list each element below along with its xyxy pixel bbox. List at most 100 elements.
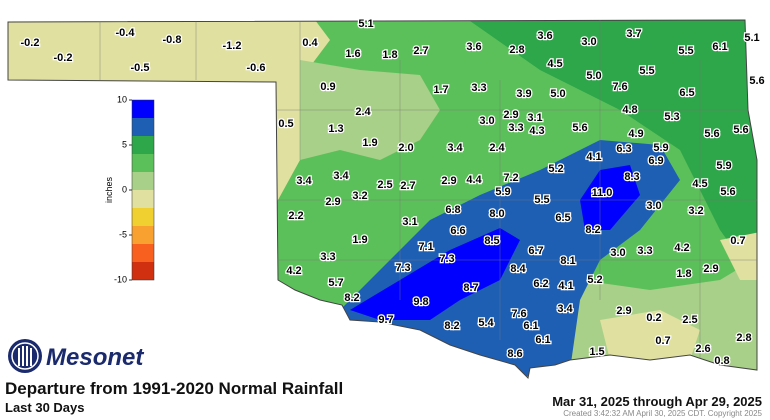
logo-text: Mesonet: [46, 344, 144, 371]
station-value: 3.6: [466, 41, 481, 53]
station-value: 4.5: [692, 178, 707, 190]
colorbar-swatch: [132, 244, 154, 262]
station-value: -1.2: [223, 40, 242, 52]
station-value: 8.0: [489, 208, 504, 220]
station-value: -0.2: [21, 37, 40, 49]
station-value: 6.2: [533, 278, 548, 290]
station-value: 5.1: [358, 18, 373, 30]
station-value: 8.1: [560, 255, 575, 267]
station-value: 3.0: [610, 247, 625, 259]
station-value: 1.8: [382, 49, 397, 61]
station-value: 8.2: [444, 320, 459, 332]
station-value: 6.6: [450, 225, 465, 237]
station-value: 8.5: [484, 235, 499, 247]
station-value: 3.0: [581, 36, 596, 48]
station-value: 1.7: [433, 84, 448, 96]
station-value: 4.9: [628, 128, 643, 140]
station-value: -0.5: [131, 62, 150, 74]
colorbar-tick-label: 5: [122, 139, 127, 149]
station-value: 8.6: [507, 348, 522, 360]
station-value: 8.4: [510, 263, 526, 275]
station-value: 3.0: [479, 115, 494, 127]
station-value: -0.2: [54, 52, 73, 64]
station-value: 2.8: [509, 44, 524, 56]
county-lines: [99, 20, 757, 360]
station-value: 5.7: [328, 277, 343, 289]
station-value: 8.3: [624, 171, 639, 183]
station-value: 4.2: [286, 265, 301, 277]
station-value: 2.5: [377, 179, 392, 191]
station-value: 3.6: [537, 30, 552, 42]
colorbar-swatch: [132, 136, 154, 154]
station-value: 6.3: [616, 143, 631, 155]
station-value: 0.2: [646, 312, 661, 324]
title: Departure from 1991-2020 Normal Rainfall: [5, 379, 343, 398]
station-value: 5.1: [744, 32, 759, 44]
station-value: 2.4: [489, 142, 505, 154]
station-value: 9.8: [413, 296, 428, 308]
station-value: 5.9: [653, 142, 668, 154]
colorbar: 10 5 0 -5 -10: [114, 94, 155, 284]
colorbar-tick-label: 10: [117, 94, 127, 104]
station-value: 2.9: [703, 263, 718, 275]
colorbar-swatch: [132, 172, 154, 190]
station-value: 2.9: [441, 175, 456, 187]
station-value: 3.9: [516, 88, 531, 100]
station-value: 6.8: [445, 204, 460, 216]
station-value: 5.6: [720, 186, 735, 198]
station-value: 6.1: [523, 320, 538, 332]
station-value: 8.2: [344, 292, 359, 304]
station-value: 3.4: [447, 142, 463, 154]
colorbar-tick-label: 0: [122, 184, 127, 194]
date-range: Mar 31, 2025 through Apr 29, 2025: [552, 394, 762, 409]
station-value: 0.7: [730, 235, 745, 247]
station-value: 2.5: [682, 314, 697, 326]
station-value: 7.6: [511, 308, 526, 320]
station-value: 2.9: [503, 109, 518, 121]
station-value: 3.1: [527, 112, 542, 124]
station-value: 3.0: [646, 200, 661, 212]
station-value: 1.8: [676, 268, 691, 280]
station-value: 3.4: [557, 303, 573, 315]
station-value: 2.8: [736, 332, 751, 344]
station-value: 9.7: [378, 314, 393, 326]
station-value: 1.9: [352, 234, 367, 246]
station-value: -0.6: [247, 62, 266, 74]
station-value: 2.9: [325, 196, 340, 208]
station-value: 4.5: [547, 58, 562, 70]
station-value: 7.3: [439, 253, 454, 265]
station-value: 6.1: [712, 41, 727, 53]
station-value: 2.6: [695, 343, 710, 355]
station-value: 3.3: [508, 122, 523, 134]
colorbar-swatch: [132, 154, 154, 172]
station-value: 5.5: [678, 45, 693, 57]
station-value: 0.5: [278, 118, 293, 130]
station-value: 6.9: [648, 155, 663, 167]
station-value: 0.7: [655, 335, 670, 347]
station-value: 6.1: [535, 334, 550, 346]
colorbar-label: inches: [104, 176, 114, 203]
station-value: 5.4: [478, 317, 494, 329]
created: Created 3:42:32 AM April 30, 2025 CDT. C…: [563, 409, 762, 418]
colorbar-swatch: [132, 226, 154, 244]
station-value: 11.0: [592, 187, 613, 199]
station-value: 0.8: [714, 355, 729, 367]
station-value: 2.4: [355, 106, 371, 118]
colorbar-swatch: [132, 208, 154, 226]
station-value: 6.5: [679, 87, 694, 99]
station-value: 5.9: [716, 160, 731, 172]
station-value: 8.2: [585, 224, 600, 236]
stations: -0.2 -0.2 -0.4 -0.8 -0.5 -1.2 -0.6 0.4 5.1 1.6 1.8…: [19, 17, 766, 369]
station-value: 3.2: [688, 205, 703, 217]
colorbar-swatch: [132, 100, 154, 118]
station-value: 1.5: [589, 346, 604, 358]
station-value: 1.9: [362, 137, 377, 149]
station-value: 5.9: [495, 186, 510, 198]
station-value: 7.3: [395, 262, 410, 274]
station-value: 2.7: [413, 45, 428, 57]
station-value: 2.7: [400, 180, 415, 192]
station-value: 0.9: [320, 81, 335, 93]
station-value: 0.4: [302, 37, 318, 49]
station-value: 3.3: [320, 251, 335, 263]
